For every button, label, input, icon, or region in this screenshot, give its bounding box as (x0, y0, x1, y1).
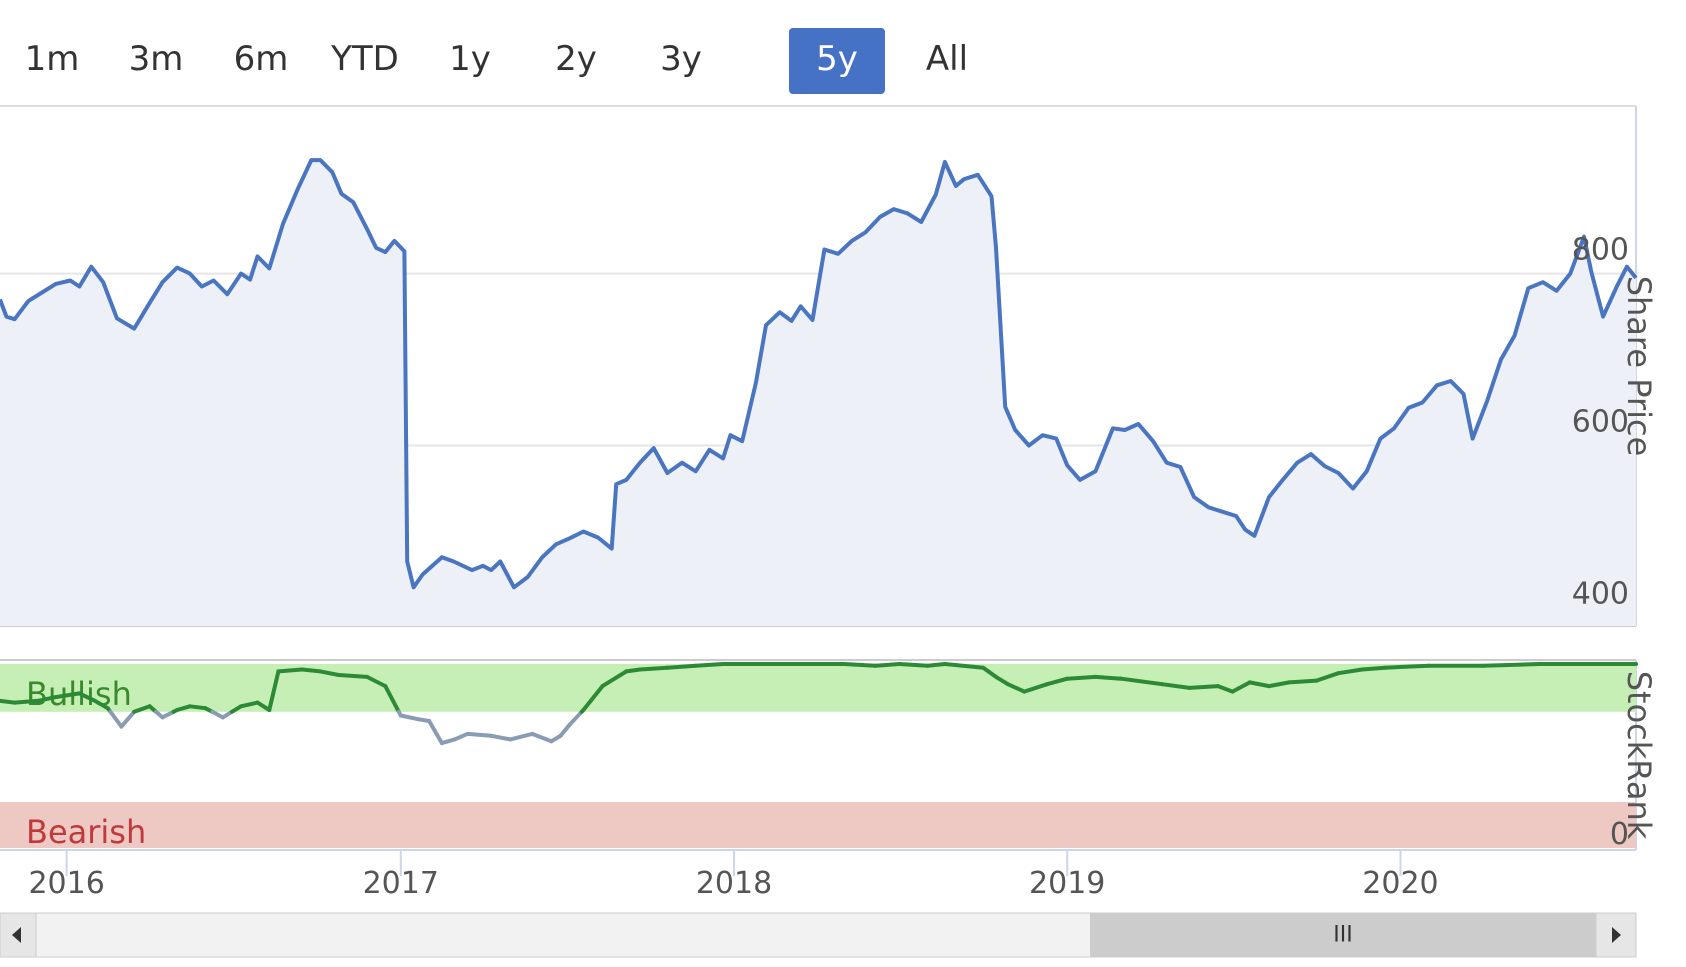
stockrank-line-segment (942, 662, 986, 670)
stockrank-line-segment (925, 662, 947, 668)
stockrank-line-segment (1119, 676, 1165, 687)
stockrank-line-segment (1287, 678, 1319, 685)
stockrank-line-segment (1230, 680, 1252, 694)
stockrank-line-segment (567, 709, 584, 727)
stockrank-line-segment (981, 665, 998, 679)
stockrank-line-segment (187, 704, 208, 711)
stockrank-line-segment (12, 698, 41, 705)
range-button-ytd[interactable]: YTD (331, 39, 399, 79)
stockrank-line-segment (1382, 663, 1431, 670)
stockrank-line-segment (132, 704, 152, 714)
stockrank-line-segment (427, 719, 444, 746)
price-axis-title: Share Price (1620, 276, 1658, 457)
stockrank-line-segment (897, 662, 930, 668)
navigator-scrollbar[interactable]: III (0, 912, 1637, 958)
x-tick-label: 2017 (363, 866, 439, 901)
price-panel: 400 600 800 Share Price (0, 105, 1658, 627)
stockrank-line-segment (1065, 674, 1098, 681)
stockrank-line-segment (365, 674, 388, 689)
range-selector: 1m 3m 6m YTD 1y 2y 3y 5y All (0, 28, 1000, 94)
range-button-6m[interactable]: 6m (233, 39, 289, 79)
stockrank-line-segment (558, 722, 572, 738)
stockrank-line-segment (160, 709, 176, 720)
stockrank-line-segment (1215, 684, 1235, 694)
price-tick-label: 400 (1572, 576, 1629, 611)
stockrank-line-segment (994, 674, 1010, 687)
x-axis: 2016 2017 2018 2019 2020 (0, 849, 1636, 901)
stockrank-line-segment (1314, 671, 1341, 683)
stockrank-line-segment (336, 673, 369, 679)
stockrank-line-segment (873, 662, 902, 668)
stockrank-line-segment (1187, 684, 1220, 690)
x-tick-label: 2020 (1362, 866, 1438, 901)
price-tick-label: 600 (1572, 405, 1629, 440)
stockrank-line-segment (1360, 665, 1387, 672)
stockrank-line-segment (36, 695, 58, 703)
range-button-1m[interactable]: 1m (24, 39, 80, 79)
scroll-right-arrow-icon (1612, 927, 1621, 943)
stockrank-line-segment (693, 662, 726, 668)
stockrank-line-segment (1336, 667, 1365, 676)
stockrank-line-segment (1045, 676, 1070, 687)
x-tick-label: 2019 (1029, 866, 1105, 901)
scrollbar-grip-icon: III (1333, 923, 1352, 948)
x-tick-label: 2018 (696, 866, 772, 901)
stockrank-line-segment (465, 731, 494, 738)
stockrank-line-segment (1160, 682, 1192, 690)
stockrank-line-segment (638, 665, 670, 672)
stockrank-line-segment (239, 700, 260, 709)
stockrank-line-segment (1267, 680, 1292, 689)
stockrank-line-segment (53, 691, 82, 700)
stockrank-line-segment (175, 704, 192, 712)
scroll-left-arrow-icon (12, 927, 21, 943)
stockrank-line-segment (1093, 674, 1124, 681)
stockrank-line-segment (600, 669, 629, 689)
stockrank-line-segment (489, 733, 513, 742)
bearish-band (0, 802, 1636, 848)
stockrank-line-segment (119, 709, 137, 729)
stockrank-line-segment (398, 713, 421, 722)
stockrank-line-segment (530, 731, 554, 744)
stockrank-line-segment (0, 698, 17, 705)
stockrank-line-segment (1005, 682, 1027, 694)
range-button-3y[interactable]: 3y (660, 39, 702, 79)
stockrank-line-segment (108, 709, 124, 729)
stockrank-line-segment (624, 667, 642, 674)
stockrank-line-segment (1022, 682, 1050, 694)
scrollbar-thumb[interactable] (1090, 913, 1596, 957)
stockrank-line-segment (1247, 680, 1271, 689)
x-tick-label: 2016 (28, 866, 104, 901)
stockrank-line-segment (92, 698, 110, 711)
range-button-all[interactable]: All (925, 39, 969, 79)
stockrank-line-segment (508, 731, 535, 742)
range-button-3m[interactable]: 3m (128, 39, 184, 79)
stockrank-line-segment (452, 731, 470, 742)
bearish-band-label: Bearish (26, 813, 146, 851)
stockrank-line-segment (841, 662, 878, 668)
price-line (0, 158, 1638, 590)
range-button-5y[interactable]: 5y (789, 28, 885, 94)
stockrank-line-segment (77, 691, 97, 703)
stockrank-line-segment (255, 700, 272, 712)
stockrank-line-segment (383, 684, 401, 714)
stockrank-line-segment (581, 684, 605, 712)
stockrank-line-segment (276, 667, 305, 674)
stockrank-line-segment (665, 663, 698, 670)
range-button-2y[interactable]: 2y (555, 39, 597, 79)
stockrank-line-segment (300, 667, 323, 674)
price-tick-label: 800 (1572, 233, 1629, 268)
price-area-fill (0, 160, 1636, 626)
stockrank-tick-label: 0 (1610, 817, 1629, 852)
stockrank-line-segment (439, 737, 457, 746)
stockrank-panel: Bullish Bearish 0 StockRank (0, 659, 1658, 852)
stockrank-line-segment (1481, 662, 1542, 668)
stockrank-line-segment (318, 669, 341, 677)
range-button-1y[interactable]: 1y (449, 39, 491, 79)
stockrank-axis-title: StockRank (1620, 671, 1658, 840)
stockrank-line-segment (267, 669, 281, 712)
